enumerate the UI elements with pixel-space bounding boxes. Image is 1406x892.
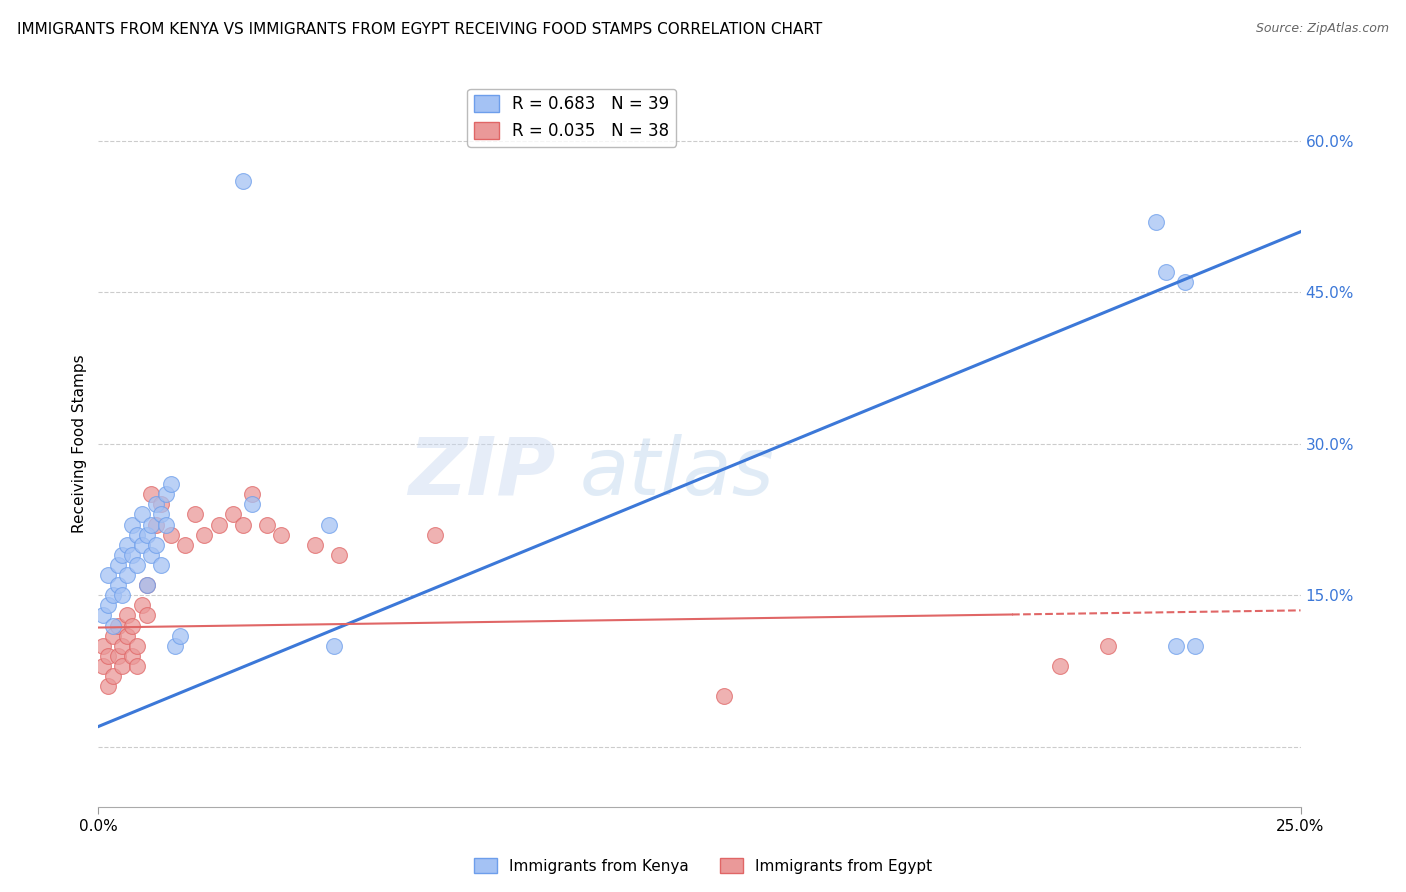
Point: [1164, 639, 1187, 653]
Legend: R = 0.683   N = 39, R = 0.035   N = 38: R = 0.683 N = 39, R = 0.035 N = 38: [467, 88, 676, 146]
Point: [111, 588, 134, 602]
Point: [135, 608, 157, 623]
Point: [111, 548, 134, 562]
Point: [97, 679, 120, 693]
Point: [125, 659, 148, 673]
Point: [121, 618, 143, 632]
Point: [145, 517, 167, 532]
Point: [111, 639, 134, 653]
Legend: Immigrants from Kenya, Immigrants from Egypt: Immigrants from Kenya, Immigrants from E…: [468, 852, 938, 880]
Point: [323, 639, 346, 653]
Point: [270, 527, 292, 541]
Point: [149, 558, 172, 572]
Point: [141, 517, 163, 532]
Point: [107, 618, 129, 632]
Point: [1049, 659, 1071, 673]
Point: [135, 527, 157, 541]
Point: [222, 508, 245, 522]
Point: [125, 558, 148, 572]
Point: [91, 659, 114, 673]
Point: [174, 538, 197, 552]
Point: [1154, 265, 1177, 279]
Point: [159, 477, 181, 491]
Point: [121, 648, 143, 663]
Point: [107, 648, 129, 663]
Point: [423, 527, 446, 541]
Point: [169, 629, 191, 643]
Point: [141, 548, 163, 562]
Point: [328, 548, 350, 562]
Point: [97, 599, 120, 613]
Point: [1184, 639, 1206, 653]
Point: [149, 508, 172, 522]
Point: [101, 588, 124, 602]
Point: [159, 527, 181, 541]
Point: [155, 517, 177, 532]
Text: ZIP: ZIP: [408, 434, 555, 512]
Point: [141, 487, 163, 501]
Point: [125, 639, 148, 653]
Point: [232, 517, 254, 532]
Point: [183, 508, 205, 522]
Point: [97, 568, 120, 582]
Point: [145, 538, 167, 552]
Point: [713, 689, 735, 703]
Point: [101, 629, 124, 643]
Point: [107, 558, 129, 572]
Point: [165, 639, 187, 653]
Point: [240, 487, 263, 501]
Point: [117, 568, 139, 582]
Point: [1144, 214, 1167, 228]
Point: [240, 497, 263, 511]
Text: Source: ZipAtlas.com: Source: ZipAtlas.com: [1256, 22, 1389, 36]
Point: [135, 578, 157, 592]
Point: [304, 538, 326, 552]
Point: [256, 517, 278, 532]
Text: IMMIGRANTS FROM KENYA VS IMMIGRANTS FROM EGYPT RECEIVING FOOD STAMPS CORRELATION: IMMIGRANTS FROM KENYA VS IMMIGRANTS FROM…: [17, 22, 823, 37]
Point: [117, 608, 139, 623]
Point: [91, 639, 114, 653]
Point: [101, 669, 124, 683]
Point: [131, 599, 153, 613]
Point: [117, 538, 139, 552]
Y-axis label: Receiving Food Stamps: Receiving Food Stamps: [72, 354, 87, 533]
Text: atlas: atlas: [579, 434, 775, 512]
Point: [1097, 639, 1119, 653]
Point: [208, 517, 231, 532]
Point: [232, 174, 254, 188]
Point: [101, 618, 124, 632]
Point: [149, 497, 172, 511]
Point: [131, 508, 153, 522]
Point: [145, 497, 167, 511]
Point: [155, 487, 177, 501]
Point: [91, 608, 114, 623]
Point: [121, 548, 143, 562]
Point: [193, 527, 215, 541]
Point: [121, 517, 143, 532]
Point: [125, 527, 148, 541]
Point: [107, 578, 129, 592]
Point: [318, 517, 340, 532]
Point: [1174, 275, 1197, 289]
Point: [117, 629, 139, 643]
Point: [131, 538, 153, 552]
Point: [97, 648, 120, 663]
Point: [111, 659, 134, 673]
Point: [135, 578, 157, 592]
